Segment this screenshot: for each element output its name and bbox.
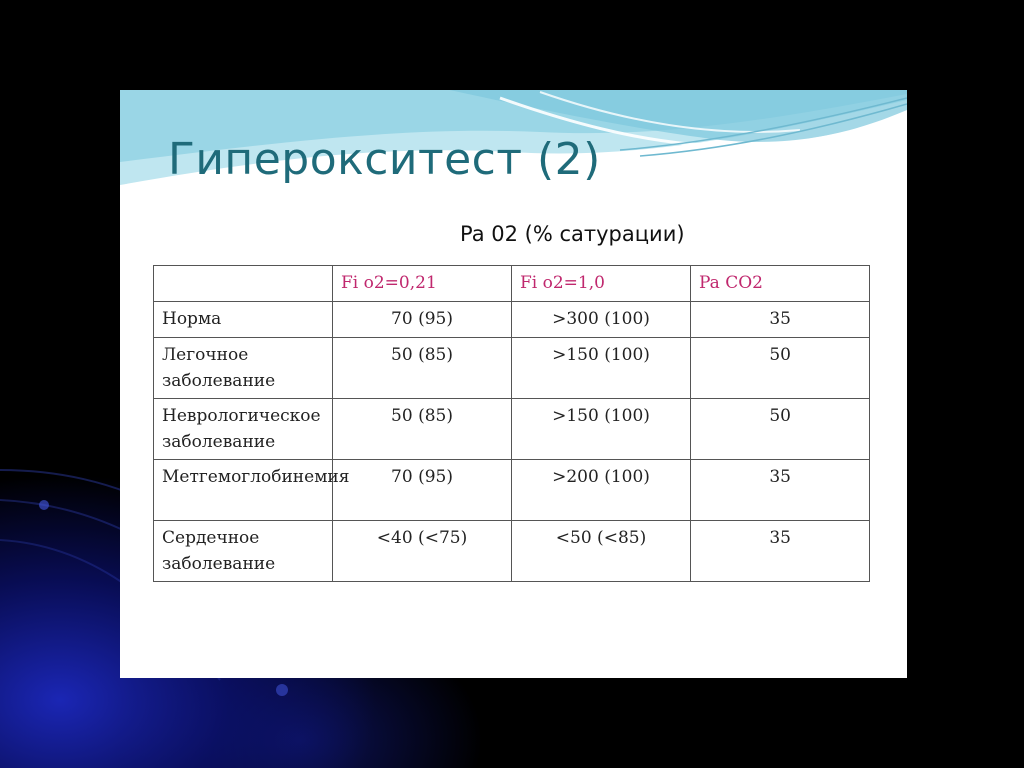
row-label: Сердечное заболевание <box>153 520 333 582</box>
cell-fio2-021: 50 (85) <box>332 337 512 399</box>
slide: Гиперокситест (2) Pa 02 (% сатурации) Fi… <box>120 90 907 678</box>
cell-fio2-021: 50 (85) <box>332 398 512 460</box>
row-label: Метгемоглобинемия <box>153 459 349 521</box>
table-row: Легочное заболевание 50 (85) >150 (100) … <box>153 337 870 399</box>
header-cell-empty <box>153 265 333 302</box>
table-row: Сердечное заболевание <40 (<75) <50 (<85… <box>153 520 870 582</box>
table-header-row: Fi o2=0,21 Fi o2=1,0 Pa CO2 <box>153 265 870 302</box>
cell-fio2-10: >200 (100) <box>511 459 691 521</box>
cell-paco2: 35 <box>690 459 870 521</box>
hyperoxia-test-table: Fi o2=0,21 Fi o2=1,0 Pa CO2 Норма 70 (95… <box>153 265 870 582</box>
slide-title: Гиперокситест (2) <box>168 134 601 185</box>
cell-paco2: 35 <box>690 520 870 582</box>
header-cell-fio2-021: Fi o2=0,21 <box>332 265 512 302</box>
cell-paco2: 50 <box>690 398 870 460</box>
cell-fio2-10: >150 (100) <box>511 398 691 460</box>
table-row: Неврологическое заболевание 50 (85) >150… <box>153 398 870 460</box>
cell-paco2: 50 <box>690 337 870 399</box>
cell-fio2-021: 70 (95) <box>332 301 512 338</box>
cell-fio2-10: >150 (100) <box>511 337 691 399</box>
header-cell-fio2-10: Fi o2=1,0 <box>511 265 691 302</box>
row-label: Неврологическое заболевание <box>153 398 333 460</box>
cell-fio2-10: <50 (<85) <box>511 520 691 582</box>
cell-paco2: 35 <box>690 301 870 338</box>
table-row: Норма 70 (95) >300 (100) 35 <box>153 301 870 338</box>
table-row: Метгемоглобинемия 70 (95) >200 (100) 35 <box>153 459 870 521</box>
header-wave-decoration <box>120 90 907 185</box>
row-label: Норма <box>153 301 333 338</box>
cell-fio2-021: <40 (<75) <box>332 520 512 582</box>
cell-fio2-021: 70 (95) <box>332 459 512 521</box>
table-caption: Pa 02 (% сатурации) <box>460 222 685 246</box>
header-cell-paco2: Pa CO2 <box>690 265 870 302</box>
cell-fio2-10: >300 (100) <box>511 301 691 338</box>
row-label: Легочное заболевание <box>153 337 333 399</box>
